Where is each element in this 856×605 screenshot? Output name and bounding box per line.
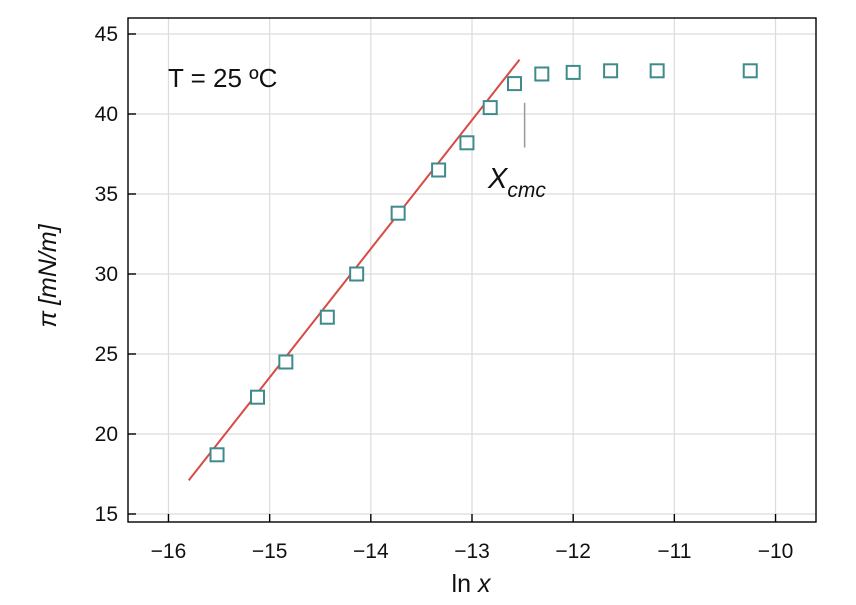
x-axis-label-var: x	[477, 570, 492, 598]
data-point	[459, 135, 475, 151]
x-tick-label: −13	[454, 540, 490, 563]
y-axis-label-symbol: π	[34, 310, 62, 328]
data-point	[390, 205, 406, 221]
data-point	[349, 266, 365, 282]
data-point	[319, 309, 335, 325]
data-point	[565, 64, 581, 80]
x-tick-label: −11	[657, 540, 691, 563]
data-point	[506, 76, 522, 92]
y-tick-label: 30	[95, 263, 118, 286]
data-point	[603, 63, 619, 79]
cmc-label: Xcmc	[487, 163, 546, 202]
data-point	[482, 100, 498, 116]
y-axis-label: π [mN/m]	[34, 223, 62, 327]
y-tick-label: 25	[95, 343, 118, 366]
x-axis-label-prefix: ln	[452, 570, 478, 598]
y-tick-label: 45	[95, 23, 118, 46]
y-tick-label: 40	[95, 103, 118, 126]
points-layer	[209, 63, 758, 463]
y-tick-label: 35	[95, 183, 118, 206]
x-axis-label: ln x	[452, 570, 492, 598]
data-point	[742, 63, 758, 79]
x-tick-label: −12	[555, 540, 591, 563]
data-point	[431, 162, 447, 178]
y-tick-label: 20	[95, 423, 118, 446]
x-tick-label: −10	[758, 540, 794, 563]
cmc-label-main: X	[487, 163, 509, 195]
data-point	[534, 66, 550, 82]
grid-layer	[128, 18, 816, 522]
data-point	[278, 354, 294, 370]
data-point	[209, 447, 225, 463]
x-tick-label: −15	[252, 540, 288, 563]
data-point	[649, 63, 665, 79]
temperature-annotation: T = 25 ºC	[168, 63, 277, 93]
plot-frame	[127, 17, 817, 523]
x-tick-label: −14	[353, 540, 389, 563]
y-tick-label: 15	[95, 503, 118, 526]
cmc-label-subscript: cmc	[507, 179, 546, 202]
y-axis-label-units: [mN/m]	[34, 223, 62, 306]
ticks-layer: −16 −15 −14 −13 −12 −11 −10 15 20 25 30 35 40 45	[95, 23, 794, 563]
x-tick-label: −16	[151, 540, 187, 563]
data-point	[250, 389, 266, 405]
